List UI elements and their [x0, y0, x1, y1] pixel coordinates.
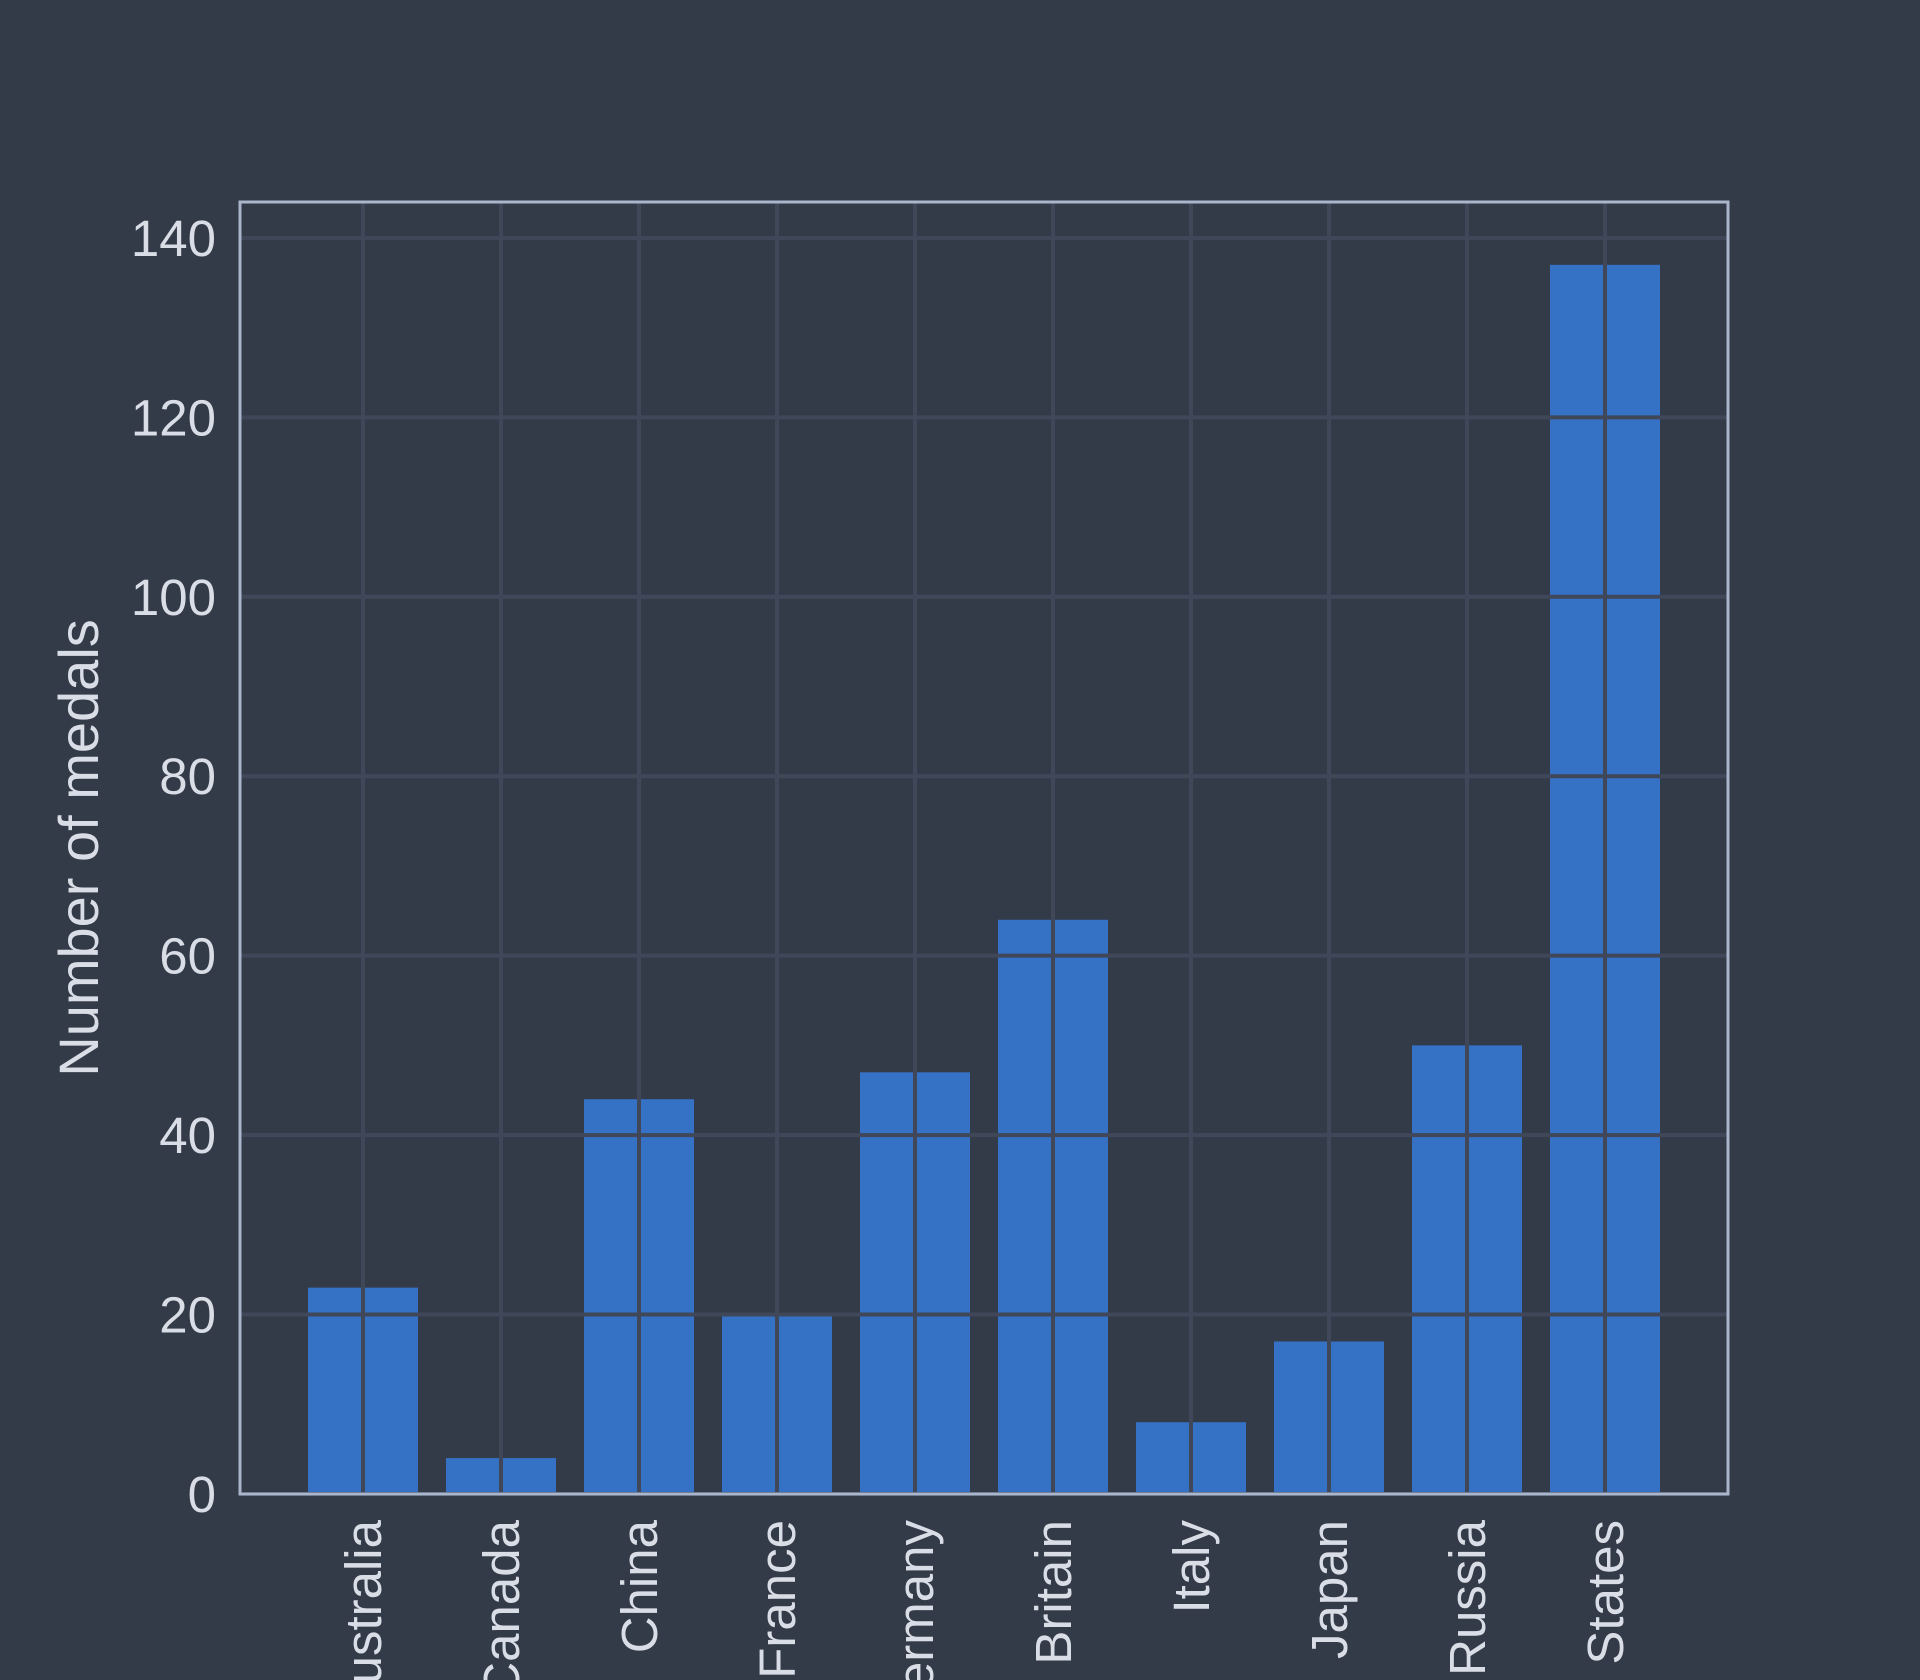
plot-frame: [238, 200, 1730, 1496]
y-tick-label: 80: [159, 748, 216, 805]
y-tick-label: 140: [131, 210, 216, 267]
y-tick-label: 0: [188, 1466, 216, 1523]
x-tick-label: ustralia: [335, 1519, 392, 1680]
x-tick-label: States: [1577, 1520, 1634, 1665]
x-tick-label: France: [749, 1520, 806, 1679]
y-tick-label: 120: [131, 389, 216, 446]
x-tick-labels: ustralia Canada China France ermany Britain It…: [335, 1519, 1634, 1680]
x-tick-label: China: [611, 1519, 668, 1653]
x-tick-label: Canada: [473, 1519, 530, 1680]
y-tick-label: 60: [159, 928, 216, 985]
x-tick-label: ermany: [887, 1520, 944, 1680]
x-tick-label: Russia: [1439, 1519, 1496, 1676]
y-tick-label: 20: [159, 1287, 216, 1344]
y-tick-labels: 0 20 40 60 80 100 120 140: [131, 210, 216, 1523]
y-tick-label: 40: [159, 1107, 216, 1164]
x-tick-label: Italy: [1163, 1520, 1220, 1614]
x-tick-label: Japan: [1301, 1520, 1358, 1659]
y-tick-label: 100: [131, 569, 216, 626]
y-axis-label: Number of medals: [47, 619, 110, 1077]
x-tick-label: Britain: [1025, 1520, 1082, 1665]
